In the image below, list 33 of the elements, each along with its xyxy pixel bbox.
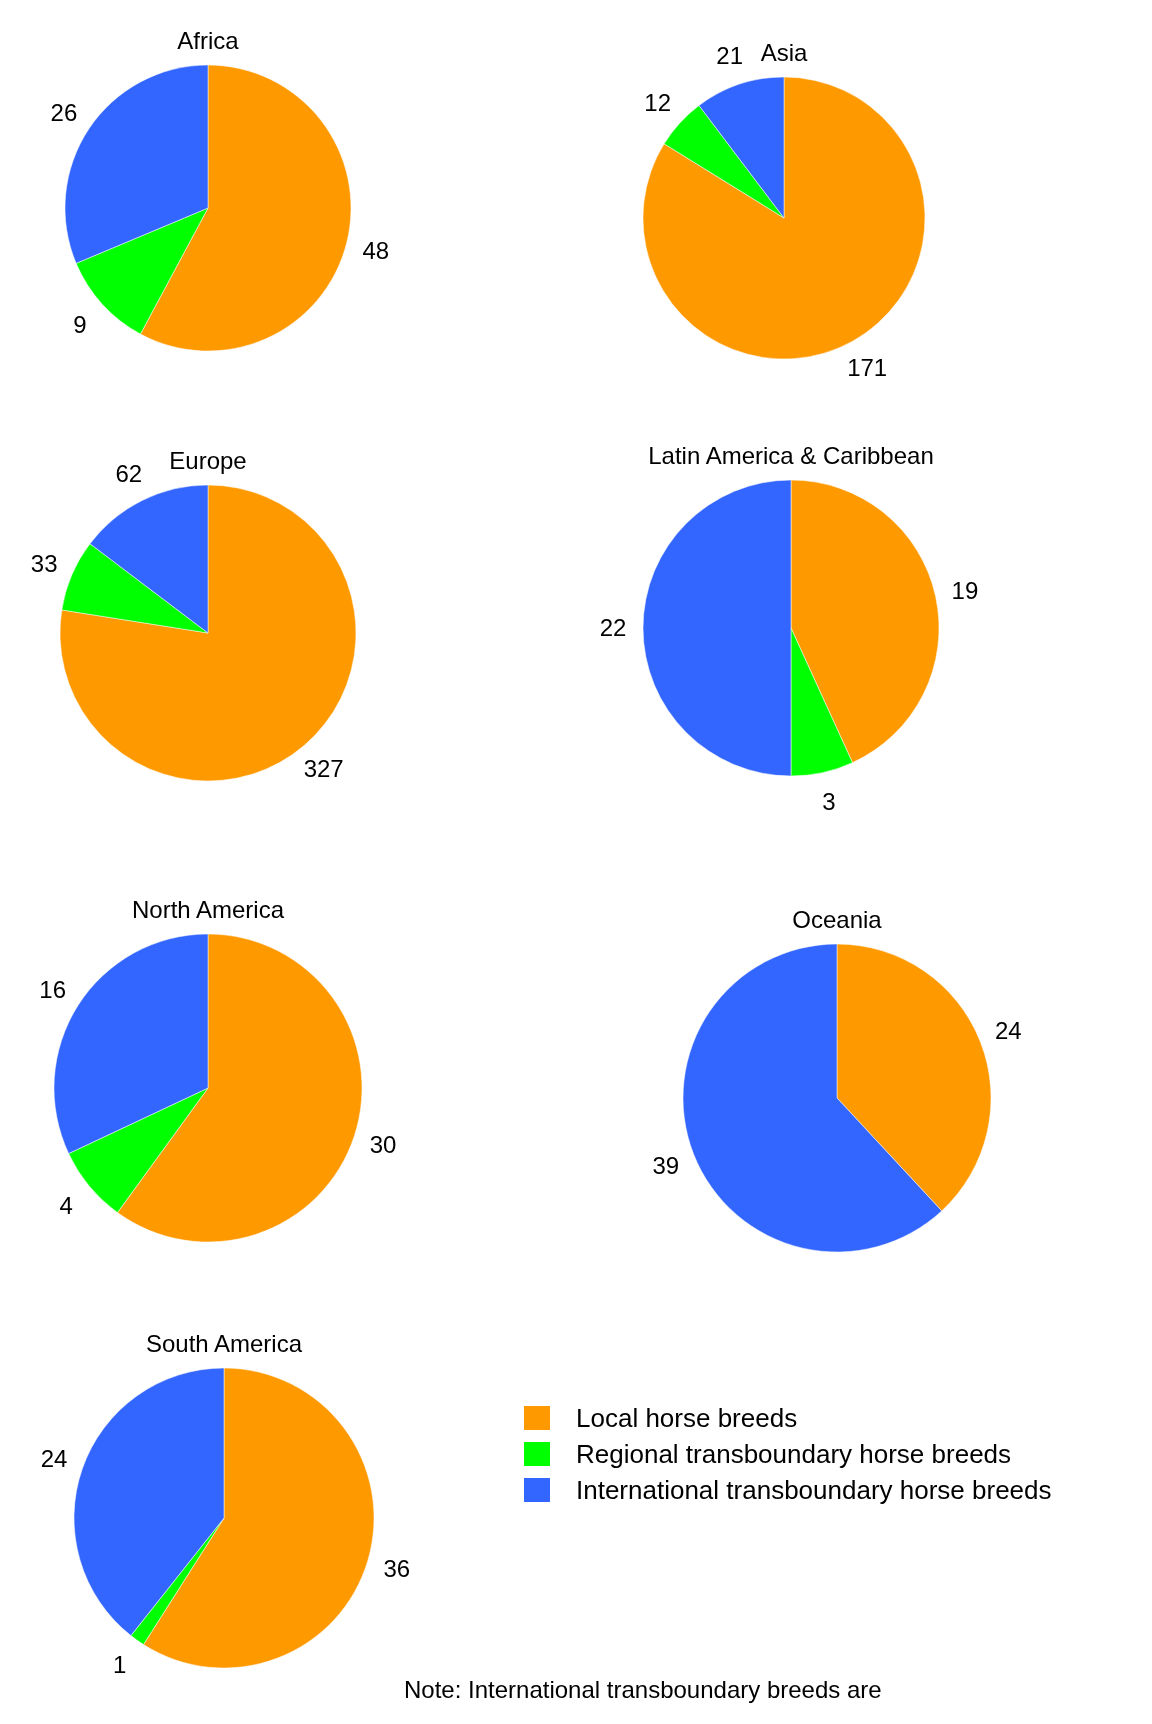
chart-title: South America [145, 1330, 303, 1357]
data-label: 62 [115, 460, 143, 488]
data-label: 33 [30, 549, 58, 577]
chart-title: Europe [169, 447, 247, 474]
data-label: 48 [362, 236, 390, 264]
data-label: 30 [369, 1131, 397, 1159]
data-label: 12 [644, 89, 671, 117]
data-label: 3 [822, 788, 836, 816]
data-label: 4 [59, 1191, 73, 1219]
data-label: 26 [50, 98, 78, 126]
data-label: 171 [847, 353, 888, 381]
pie-slice [642, 76, 926, 360]
data-label: 9 [73, 310, 87, 338]
chart-title: Africa [177, 27, 240, 54]
legend-label: Local horse breeds [576, 1403, 798, 1434]
data-label: 36 [383, 1554, 411, 1582]
data-label: 19 [951, 576, 979, 604]
chart-title: Asia [760, 39, 808, 66]
data-label: 24 [994, 1017, 1022, 1045]
data-label: 16 [39, 975, 66, 1003]
legend-label: Regional transboundary horse breeds [576, 1439, 1012, 1470]
data-label: 39 [652, 1151, 680, 1179]
chart-title: Latin America & Caribbean [648, 442, 934, 469]
text: Note: International transboundary breeds are [404, 1676, 882, 1703]
data-label: 327 [303, 754, 344, 782]
chart-title: Oceania [792, 906, 883, 933]
chart-title: North America [131, 896, 285, 923]
data-label: 22 [599, 614, 627, 642]
data-label: 1 [113, 1651, 127, 1679]
data-label: 21 [716, 42, 744, 70]
legend-label: International transboundary horse breeds [576, 1475, 1052, 1506]
data-label: 24 [40, 1445, 68, 1473]
pie-slice [59, 484, 357, 781]
